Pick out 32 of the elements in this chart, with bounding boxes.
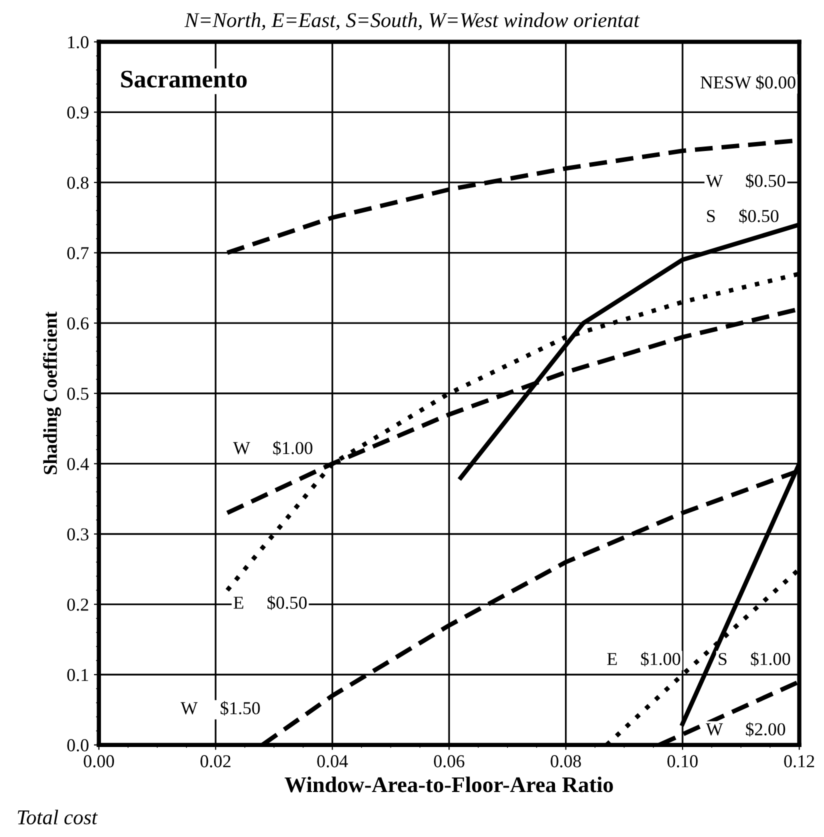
annotation: NESW $0.00 xyxy=(700,75,796,90)
y-tick-label: 0.8 xyxy=(67,176,88,189)
x-tick-label: 0.08 xyxy=(550,755,581,768)
y-tick-label: 0.6 xyxy=(67,317,89,330)
y-tick-label: 0.7 xyxy=(67,247,89,260)
annotation: E $0.50 xyxy=(234,596,307,610)
x-tick-label: 0.00 xyxy=(84,755,114,768)
x-tick-label: 0.06 xyxy=(434,755,464,768)
annotation: W $0.50 xyxy=(706,174,786,188)
y-tick-label: 1.0 xyxy=(68,36,88,48)
annotation: E $1.00 xyxy=(607,652,680,666)
y-tick-label: 0.2 xyxy=(67,598,88,611)
text: N=North, E=East, S=South, W=West window orientat xyxy=(184,12,640,30)
x-tick-label: 0.10 xyxy=(667,755,698,768)
y-axis-title: Shading Coefficient xyxy=(43,312,62,474)
y-tick-label: 0.4 xyxy=(67,458,89,470)
x-axis-title: Window-Area-to-Floor-Area Ratio xyxy=(284,776,613,792)
y-tick-label: 0.3 xyxy=(67,528,88,541)
y-tick-label: 0.0 xyxy=(67,739,88,752)
y-tick-label: 0.1 xyxy=(67,668,88,682)
annotation: S $0.50 xyxy=(707,208,778,224)
text: Sacramento xyxy=(121,70,247,88)
annotation: W $2.00 xyxy=(706,722,786,737)
x-tick-label: 0.12 xyxy=(784,755,814,768)
x-tick-label: 0.02 xyxy=(200,755,230,768)
annotation: W $1.50 xyxy=(180,701,260,716)
text: Total cost xyxy=(18,810,98,824)
y-tick-label: 0.5 xyxy=(67,388,88,400)
annotation: W $1.00 xyxy=(233,440,312,456)
annotation: S $1.00 xyxy=(718,652,790,666)
x-tick-label: 0.04 xyxy=(317,755,348,768)
y-tick-label: 0.9 xyxy=(67,106,88,119)
